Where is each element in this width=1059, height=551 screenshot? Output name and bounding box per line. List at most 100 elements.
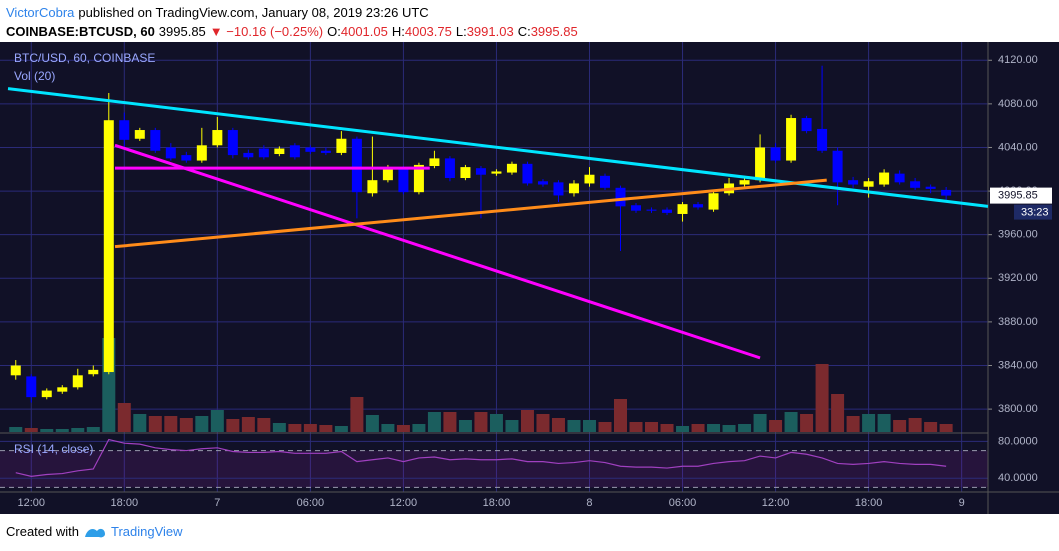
ohlc-label: O: (327, 24, 341, 39)
volume-bar (691, 424, 705, 432)
symbol-line: COINBASE:BTCUSD, 60 3995.85 ▼ −10.16 (−0.2… (6, 22, 586, 41)
ohlc-value: 3991.03 (466, 24, 514, 39)
candle-body (413, 164, 424, 193)
candle-body (817, 128, 828, 151)
ohlc-value: 3995.85 (530, 24, 578, 39)
volume-bar (939, 424, 953, 432)
candle-body (72, 375, 83, 388)
volume-bar (303, 424, 317, 432)
candle-body (894, 173, 905, 183)
candle-body (599, 175, 610, 188)
candle-body (584, 174, 595, 184)
candle-body (134, 130, 145, 139)
volume-bar (86, 427, 100, 432)
x-tick-label: 06:00 (297, 497, 325, 509)
volume-bar (800, 414, 814, 432)
candle-body (351, 138, 362, 193)
brand[interactable]: TradingView (110, 524, 183, 539)
rsi-band (0, 450, 988, 488)
candle-body (537, 181, 548, 185)
candle-body (367, 180, 378, 194)
volume-bar (738, 424, 752, 432)
volume-bar (520, 410, 534, 432)
change: ▼ −10.16 (−0.25%) (209, 24, 324, 39)
volume-bar (629, 422, 643, 432)
candle-body (708, 193, 719, 210)
volume-bar (582, 420, 596, 432)
volume-bar (148, 416, 162, 432)
candle-body (491, 171, 502, 174)
candle-body (925, 186, 936, 189)
published: published on TradingView.com, January 08… (78, 5, 429, 20)
ohlc: O:4001.05 H:4003.75 L:3991.03 C:3995.85 (327, 24, 582, 39)
candle-body (941, 189, 952, 196)
volume-bar (660, 424, 674, 432)
volume-bar (769, 420, 783, 432)
volume-bar (877, 414, 891, 432)
volume-bar (505, 420, 519, 432)
ohlc-value: 4003.75 (404, 24, 452, 39)
volume-bar (195, 416, 209, 432)
volume-bar (288, 424, 302, 432)
candle-body (165, 147, 176, 159)
volume-bar (334, 426, 348, 432)
candle-body (181, 155, 192, 161)
ohlc-label: L: (455, 24, 467, 39)
x-tick-label: 7 (214, 497, 220, 509)
x-tick-label: 12:00 (390, 497, 418, 509)
ohlc-label: C: (517, 24, 531, 39)
volume-bar (474, 412, 488, 432)
candle-body (770, 147, 781, 161)
volume-bar (71, 428, 85, 432)
candle-body (258, 148, 269, 158)
volume-bar (272, 423, 286, 432)
logo (84, 528, 105, 537)
volume-bar (862, 414, 876, 432)
candle-body (444, 158, 455, 178)
candle-body (88, 369, 99, 375)
trend-line (7, 87, 989, 208)
volume-bar (551, 418, 565, 432)
candle-body (26, 376, 37, 398)
candle-body (739, 180, 750, 185)
volume-bar (412, 424, 426, 432)
volume-bar (536, 414, 550, 432)
x-tick-label: 12:00 (17, 497, 45, 509)
candle-body (863, 181, 874, 187)
x-tick-label: 18:00 (111, 497, 139, 509)
y-tick-label: 4040.00 (998, 141, 1038, 153)
volume-bar (614, 399, 627, 432)
x-tick-label: 18:00 (855, 497, 883, 509)
y-tick-label: 3800.00 (998, 403, 1038, 415)
author[interactable]: VictorCobra (6, 5, 75, 20)
volume-bar (908, 418, 922, 432)
header: VictorCobra published on TradingView.com,… (6, 3, 586, 41)
candle-body (10, 365, 21, 376)
candle-body (382, 168, 393, 181)
volume-bar (707, 424, 721, 432)
candle-body (212, 130, 223, 146)
volume-bar (458, 420, 472, 432)
candle-body (274, 148, 285, 155)
symbol: COINBASE:BTCUSD, 60 (6, 24, 155, 39)
candle-body (150, 130, 161, 151)
volume-bar (381, 424, 395, 432)
y-tick-label: 3840.00 (998, 359, 1038, 371)
created: Created with (6, 524, 79, 539)
candle-body (243, 152, 254, 158)
volume-bar (319, 425, 333, 432)
volume-bar (784, 412, 798, 432)
chart: 12:00 18:00 7 06:00 12:00 18:00 8 06:00 12:00 18:… (0, 42, 1059, 514)
volume-bar (55, 429, 69, 432)
candle-body (336, 138, 347, 153)
x-tick-label: 8 (586, 497, 592, 509)
countdown-tag (1014, 204, 1052, 220)
volume-bar (489, 414, 503, 432)
candle-body (475, 168, 486, 175)
candle-body (646, 209, 657, 211)
candle-body (398, 168, 409, 193)
candle-body (506, 163, 517, 173)
volume-bar (815, 364, 829, 432)
volume-bar (133, 414, 147, 432)
volume-bar (427, 412, 441, 432)
